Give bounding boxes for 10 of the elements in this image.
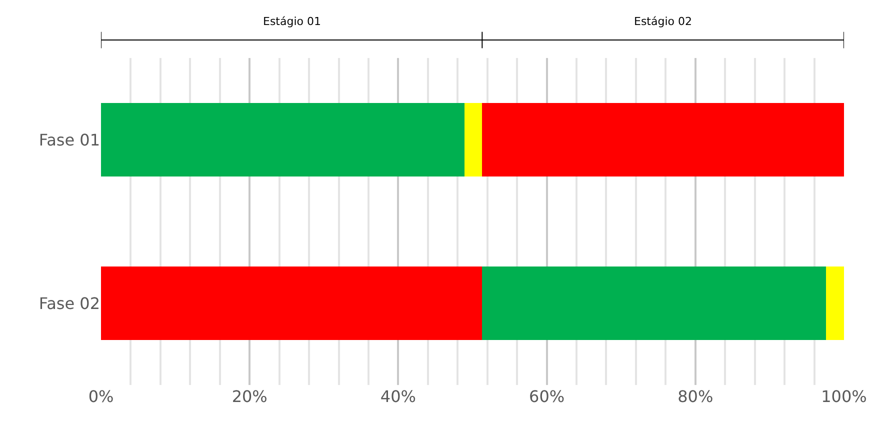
text: Estágio 02	[634, 15, 692, 28]
x-tick-label: 80%	[678, 387, 714, 406]
y-tick-label: Fase 01	[38, 130, 100, 150]
text: Estágio 01	[263, 15, 321, 28]
y-tick-label: Fase 02	[38, 294, 100, 313]
x-tick-label: 20%	[232, 387, 268, 406]
x-tick-label: 0%	[88, 387, 114, 406]
x-tick-label: 60%	[529, 387, 565, 406]
x-tick-label: 100%	[821, 387, 867, 406]
x-tick-label: 40%	[380, 387, 416, 406]
